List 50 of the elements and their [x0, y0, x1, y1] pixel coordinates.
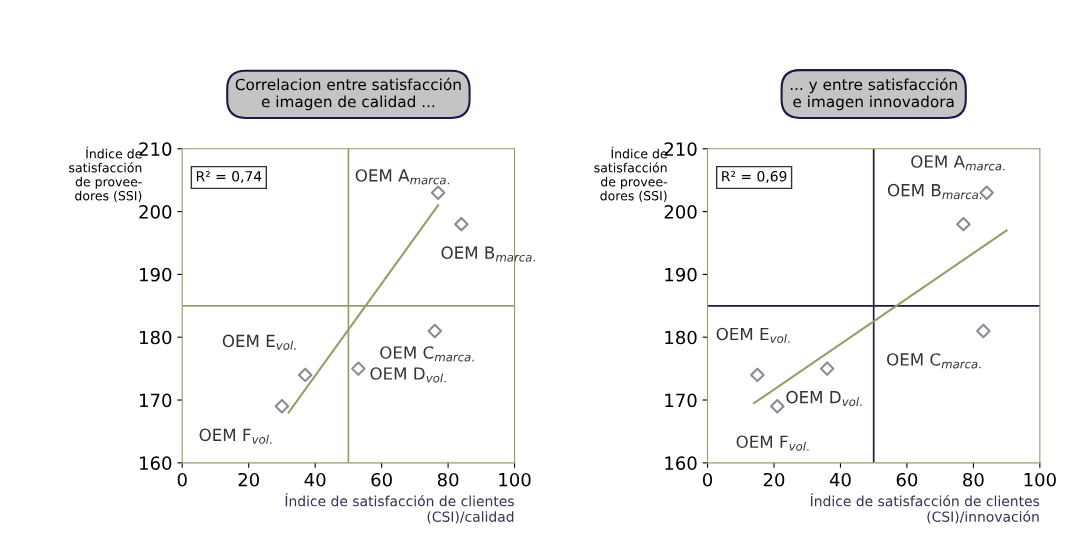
x-tick-label: 100 [1024, 472, 1056, 487]
point [976, 323, 991, 339]
point [297, 367, 313, 383]
x-tick-label: 20 [763, 472, 785, 487]
x-tick-label: 0 [702, 472, 713, 487]
y-tick-label: 190 [665, 267, 697, 282]
x-tick-label: 80 [963, 472, 984, 487]
y-tick-label: 190 [140, 267, 172, 282]
y-tick-label: 170 [665, 393, 697, 408]
point [427, 323, 443, 339]
y-tick-label: 160 [665, 456, 697, 470]
annotation: OEM C$_{marca.}$ [887, 353, 981, 369]
point [454, 216, 469, 232]
point [819, 361, 835, 376]
point [956, 216, 971, 232]
annotation: OEM B$_{marca.}$ [887, 183, 982, 200]
annotation: R² = 0,69 [722, 171, 787, 183]
y-tick-label: 160 [140, 456, 172, 470]
point [750, 367, 765, 383]
x-axis-title: Índice de satisfacción de clientes (CSI)/innovación [810, 493, 1040, 524]
point [274, 399, 290, 414]
x-tick-label: 60 [896, 472, 918, 487]
x-tick-label: 0 [177, 472, 187, 487]
x-tick-label: 40 [304, 472, 326, 487]
x-tick-label: 80 [437, 472, 459, 487]
annotation: OEM D$_{vol.}$ [786, 390, 862, 407]
chart-title: ... y entre satisfacción e imagen innovadora [790, 77, 957, 111]
x-tick-label: 100 [499, 472, 531, 487]
annotation: OEM C$_{marca.}$ [380, 346, 474, 362]
x-tick-label: 60 [371, 472, 392, 487]
annotation: OEM F$_{vol.}$ [736, 435, 809, 451]
y-tick-label: 180 [665, 330, 697, 345]
annotation: OEM E$_{vol.}$ [716, 327, 790, 343]
annotation: OEM D$_{vol.}$ [370, 367, 446, 383]
annotation: OEM A$_{marca.}$ [355, 169, 449, 185]
x-tick-label: 40 [829, 472, 851, 487]
annotation: R² = 0,74 [196, 171, 262, 183]
point [770, 399, 785, 414]
y-tick-label: 180 [140, 330, 172, 345]
y-tick-label: 200 [139, 205, 172, 219]
annotation: OEM E$_{vol.}$ [222, 334, 296, 350]
y-tick-label: 200 [664, 205, 697, 219]
annotation: OEM F$_{vol.}$ [199, 428, 272, 444]
annotation: OEM A$_{marca.}$ [911, 155, 1005, 171]
point [351, 361, 366, 376]
point [430, 185, 446, 200]
x-axis-title: Índice de satisfacción de clientes (CSI)/calidad [285, 493, 514, 524]
y-tick-label: 170 [140, 393, 172, 408]
chart-title: Correlacion entre satisfacción e imagen de calidad ... [235, 77, 461, 111]
x-tick-label: 20 [238, 472, 259, 487]
